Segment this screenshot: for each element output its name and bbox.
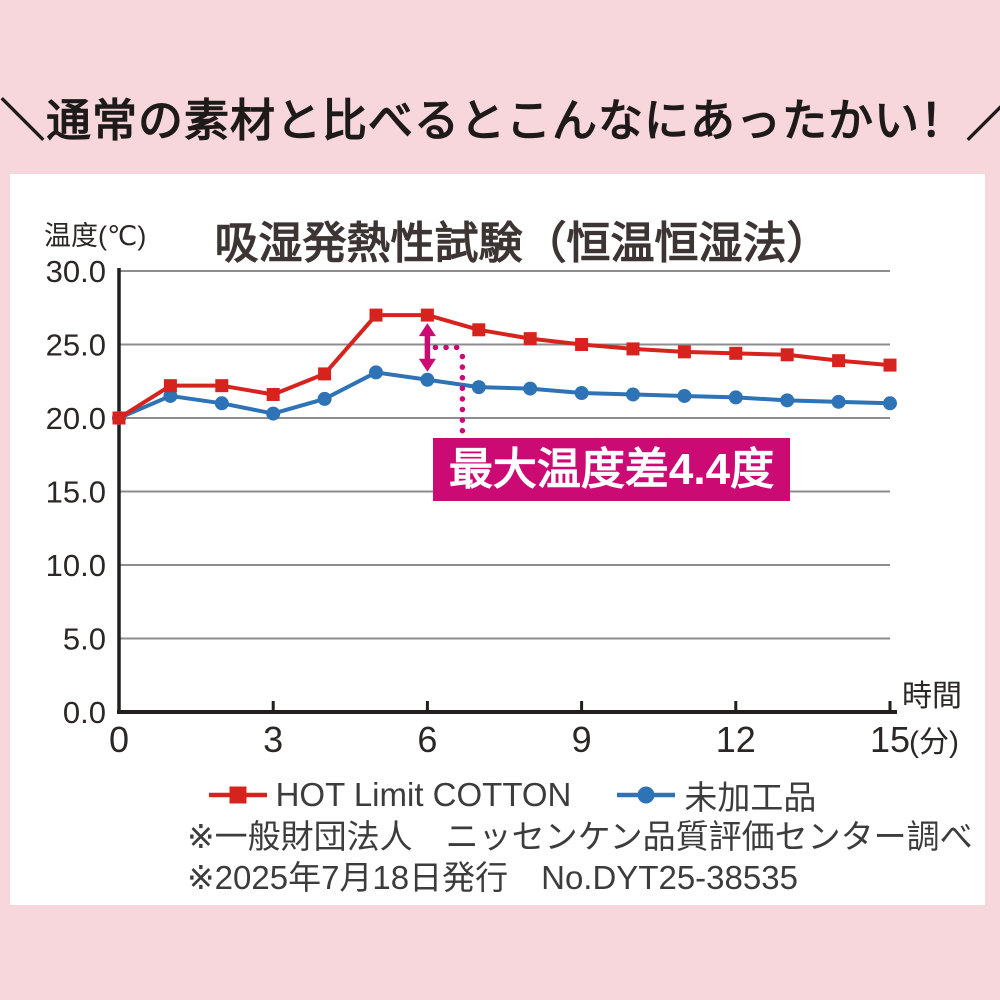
data-marker-circle — [883, 396, 897, 411]
x-tick-label: 0 — [109, 719, 129, 760]
data-marker-circle — [626, 387, 640, 402]
headline: ＼通常の素材と比べるとこんなにあったかい！／ — [0, 95, 1000, 146]
series-line-hot-limit-cotton — [117, 313, 891, 420]
x-axis-label: 時間 — [902, 680, 962, 713]
x-tick-label: 15 — [870, 719, 910, 760]
chart-svg: 30.0 25.0 20.0 15.0 10.0 5.0 0.00 3 6 9 12 15(分) 時間 — [46, 254, 962, 760]
data-marker-square — [163, 379, 177, 393]
data-marker-square — [575, 338, 589, 351]
legend-square-icon — [208, 786, 267, 804]
y-axis-title: 温度(℃) — [44, 221, 147, 251]
x-tick-label: 3 — [263, 719, 283, 760]
legend: HOT Limit COTTON 未加工品 — [10, 775, 985, 816]
footnotes: ※一般財団法人 ニッセンケン品質評価センター調べ ※2025年7月18日発行 N… — [187, 816, 973, 898]
footnote-source: ※一般財団法人 ニッセンケン品質評価センター調べ — [187, 818, 973, 855]
data-marker-circle — [266, 406, 281, 421]
series-line-untreated — [118, 370, 891, 420]
data-marker-circle — [574, 386, 589, 401]
y-tick-label: 15.0 — [46, 475, 106, 510]
footnote-issue: ※2025年7月18日発行 No.DYT25-38535 — [187, 859, 798, 896]
data-marker-square — [420, 308, 434, 322]
y-tick-label: 0.0 — [63, 695, 106, 730]
annotation-max-diff: 最大温度差4.4度 — [433, 438, 790, 501]
x-tick-label: 6 — [417, 719, 437, 760]
data-marker-circle — [471, 380, 486, 395]
data-marker-circle — [523, 381, 538, 396]
diff-arrow-head-top — [418, 323, 436, 337]
data-marker-square — [215, 379, 229, 393]
data-marker-square — [472, 323, 486, 337]
legend-label: 未加工品 — [684, 779, 817, 816]
x-tick-label: 9 — [572, 719, 592, 760]
data-marker-square — [369, 308, 383, 322]
chart-panel: 温度(℃) 吸湿発熱性試験（恒温恒湿法） 30.0 25.0 20.0 15.0 10.… — [10, 174, 985, 905]
y-tick-label: 30.0 — [46, 254, 106, 289]
y-tick-label: 25.0 — [46, 328, 106, 363]
legend-label: HOT Limit COTTON — [275, 776, 572, 813]
data-marker-square — [523, 332, 537, 346]
data-marker-square — [626, 342, 640, 356]
y-tick-label: 5.0 — [63, 622, 106, 657]
chart-title: 吸湿発熱性試験（恒温恒湿法） — [214, 219, 831, 268]
x-axis-unit: (分) — [909, 726, 959, 759]
data-marker-square — [883, 358, 897, 372]
data-marker-square — [780, 348, 794, 362]
data-marker-square — [677, 345, 691, 359]
data-marker-circle — [317, 391, 332, 406]
y-tick-label: 20.0 — [46, 401, 106, 436]
legend-circle-icon — [617, 786, 676, 804]
y-tick-label: 10.0 — [46, 548, 106, 583]
legend-item: 未加工品 — [617, 771, 816, 819]
x-tick-label: 12 — [716, 719, 756, 760]
data-marker-square — [832, 354, 846, 368]
data-marker-circle — [780, 393, 795, 408]
data-marker-circle — [677, 388, 692, 403]
legend-item: HOT Limit COTTON — [208, 776, 572, 814]
data-marker-square — [318, 367, 332, 381]
data-marker-circle — [214, 396, 229, 411]
diff-arrow-head-bottom — [418, 358, 436, 372]
data-marker-circle — [163, 388, 178, 403]
data-marker-circle — [728, 390, 743, 405]
data-marker-square — [729, 346, 743, 360]
data-marker-circle — [831, 394, 846, 409]
data-marker-circle — [369, 365, 383, 380]
data-marker-square — [112, 411, 126, 425]
data-marker-circle — [420, 372, 435, 387]
data-marker-square — [266, 387, 280, 401]
